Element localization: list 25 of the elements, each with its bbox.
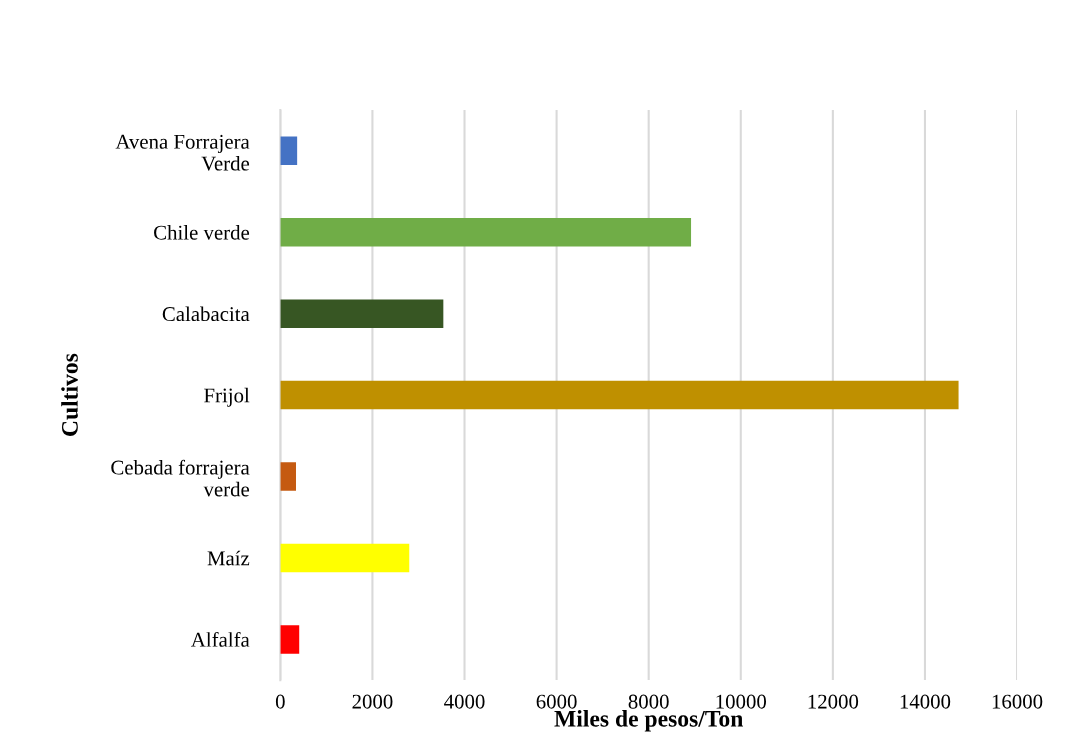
y-tick-label: Frijol [204, 387, 250, 407]
y-tick-label: Chile verde [154, 225, 250, 240]
x-axis-title: Miles de pesos/Ton [554, 710, 744, 732]
bar [280, 136, 298, 166]
x-tick-label: 4000 [444, 694, 485, 709]
x-tick-label: 12000 [808, 694, 859, 709]
x-tick-label: 0 [275, 694, 285, 709]
bar [280, 299, 444, 328]
x-tick-label: 14000 [900, 694, 951, 709]
x-tick-label: 2000 [352, 694, 393, 709]
y-tick-label: Maíz [207, 550, 250, 566]
x-tick-label: 16000 [992, 694, 1043, 709]
y-tick-label: Cebada forrajera verde [111, 459, 250, 497]
bar [280, 380, 959, 410]
x-tick-label: 8000 [628, 694, 669, 709]
y-tick-label: Avena Forrajera Verde [115, 134, 250, 171]
bar [280, 543, 410, 573]
y-axis-title: Cultivos [61, 353, 78, 436]
y-tick-label: Alfalfa [191, 631, 250, 647]
bar [280, 625, 300, 654]
bar [280, 462, 296, 491]
x-tick-label: 6000 [536, 694, 577, 709]
y-tick-label: Calabacita [162, 306, 250, 322]
bar [280, 217, 692, 247]
x-tick-label: 10000 [716, 694, 767, 709]
